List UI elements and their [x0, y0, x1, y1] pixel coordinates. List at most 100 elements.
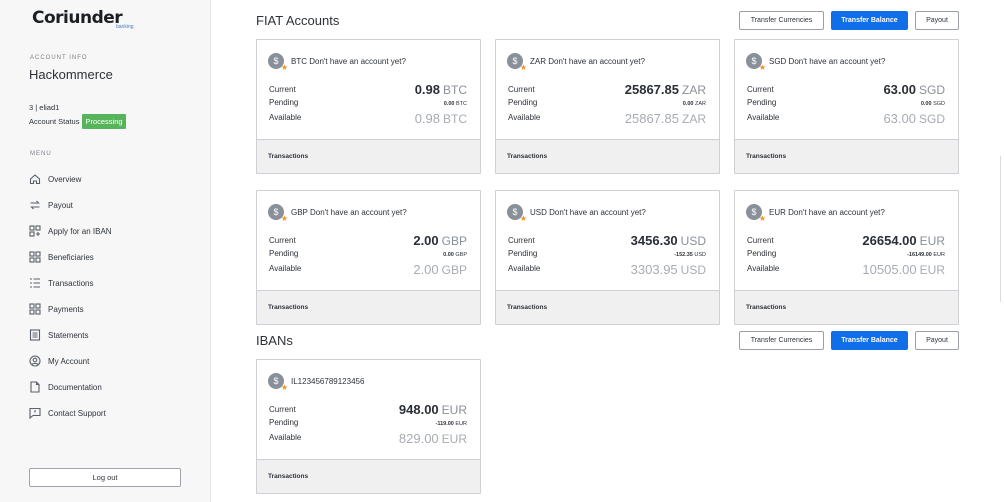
pending-currency: USD [694, 252, 706, 258]
available-label: Available [508, 264, 541, 273]
sidebar-item-label: Apply for an IBAN [48, 226, 112, 236]
available-label: Available [508, 113, 541, 122]
pending-label: Pending [508, 98, 538, 107]
card-header: $ ★ USD Don't have an account yet? [507, 204, 646, 223]
card-title: BTC Don't have an account yet? [291, 56, 406, 66]
available-balance: 3303.95 USD [631, 261, 706, 279]
available-currency: SGD [918, 112, 945, 126]
available-amount: 25867.85 [624, 111, 679, 126]
sidebar-item-contact-support[interactable]: Contact Support [29, 400, 112, 426]
account-status: Account Status Processing [29, 114, 126, 129]
sidebar-item-beneficiaries[interactable]: Beneficiaries [29, 244, 112, 270]
transactions-link[interactable]: Transactions [496, 139, 719, 173]
current-amount: 2.00 [413, 233, 439, 248]
current-label: Current [747, 85, 774, 94]
sidebar-item-transactions[interactable]: Transactions [29, 270, 112, 296]
sidebar-item-documentation[interactable]: Documentation [29, 374, 112, 400]
card-header: $ ★ BTC Don't have an account yet? [268, 53, 406, 72]
sidebar-item-label: Payout [48, 200, 73, 210]
brand-logo[interactable]: Coriunder banking [32, 8, 134, 30]
account-card: $ ★ USD Don't have an account yet? Curren… [495, 190, 720, 325]
pending-balance: 0.00 GBP [443, 252, 467, 258]
transfer-balance-button[interactable]: Transfer Balance [831, 11, 908, 30]
transactions-link[interactable]: Transactions [257, 290, 480, 324]
current-currency: SGD [918, 83, 945, 97]
fiat-accounts-title: FIAT Accounts [256, 13, 340, 28]
sidebar-item-label: Beneficiaries [48, 252, 94, 262]
star-icon: ★ [280, 383, 288, 392]
star-icon: ★ [519, 63, 527, 72]
sidebar-item-label: My Account [48, 356, 90, 366]
current-currency: ZAR [682, 83, 706, 97]
available-balance: 25867.85 ZAR [625, 110, 706, 128]
current-currency: BTC [443, 83, 467, 97]
chat-icon [29, 407, 41, 419]
available-currency: EUR [919, 263, 945, 277]
pending-label: Pending [269, 418, 299, 427]
available-balance: 2.00 GBP [413, 261, 467, 279]
transactions-link[interactable]: Transactions [257, 139, 480, 173]
sidebar-item-statements[interactable]: Statements [29, 322, 112, 348]
sidebar-item-apply-iban[interactable]: Apply for an IBAN [29, 218, 112, 244]
star-icon: ★ [758, 214, 766, 223]
pending-label: Pending [747, 98, 777, 107]
transactions-link[interactable]: Transactions [257, 459, 480, 493]
current-label: Current [508, 85, 535, 94]
transactions-label: Transactions [268, 304, 309, 311]
current-label: Current [269, 236, 296, 245]
card-header: $ ★ SGD Don't have an account yet? [746, 53, 885, 72]
pending-amount: -16149.00 [907, 252, 932, 258]
current-balance: 0.98 BTC [415, 81, 467, 99]
transactions-label: Transactions [746, 153, 787, 160]
current-currency: USD [680, 234, 706, 248]
dollar-coin-icon: $ ★ [746, 53, 766, 72]
logo-subtext: banking [116, 24, 134, 30]
payout-button[interactable]: Payout [915, 11, 959, 30]
document-list-icon [29, 329, 41, 341]
sidebar-item-payout[interactable]: Payout [29, 192, 112, 218]
available-currency: USD [680, 263, 706, 277]
logout-button[interactable]: Log out [29, 468, 181, 487]
dollar-coin-icon: $ ★ [746, 204, 766, 223]
card-title: IL123456789123456 [291, 376, 365, 386]
transactions-link[interactable]: Transactions [735, 290, 958, 324]
iban-transfer-currencies-button[interactable]: Transfer Currencies [739, 331, 824, 350]
pending-balance: -152.35 USD [674, 252, 706, 258]
available-amount: 10505.00 [862, 262, 917, 277]
pending-amount: -152.35 [674, 252, 693, 258]
scrollbar[interactable] [1000, 156, 1004, 302]
pending-label: Pending [508, 249, 538, 258]
current-balance: 63.00 SGD [883, 81, 945, 99]
current-amount: 25867.85 [624, 82, 679, 97]
card-header: $ ★ GBP Don't have an account yet? [268, 204, 407, 223]
transactions-link[interactable]: Transactions [496, 290, 719, 324]
current-balance: 948.00 EUR [399, 401, 467, 419]
home-icon [29, 173, 41, 185]
sidebar-menu: Overview Payout Apply for an IBAN Benefi… [29, 166, 112, 426]
account-card: $ ★ IL123456789123456 Current Pending Ava… [256, 359, 481, 494]
iban-payout-button[interactable]: Payout [915, 331, 959, 350]
sidebar-item-overview[interactable]: Overview [29, 166, 112, 192]
pending-currency: GBP [455, 252, 467, 258]
current-currency: EUR [441, 403, 467, 417]
list-icon [29, 277, 41, 289]
available-balance: 63.00 SGD [883, 110, 945, 128]
pending-balance: -119.00 EUR [435, 421, 467, 427]
pending-balance: 0.00 ZAR [683, 101, 706, 107]
available-label: Available [269, 113, 302, 122]
card-header: $ ★ ZAR Don't have an account yet? [507, 53, 645, 72]
sidebar-item-label: Documentation [48, 382, 102, 392]
sidebar-item-my-account[interactable]: My Account [29, 348, 112, 374]
transfer-currencies-button[interactable]: Transfer Currencies [739, 11, 824, 30]
status-badge: Processing [82, 114, 126, 129]
iban-transfer-balance-button[interactable]: Transfer Balance [831, 331, 908, 350]
card-title: EUR Don't have an account yet? [769, 207, 885, 217]
sidebar-item-payments[interactable]: Payments [29, 296, 112, 322]
current-currency: EUR [919, 234, 945, 248]
current-balance: 3456.30 USD [631, 232, 706, 250]
available-balance: 829.00 EUR [399, 430, 467, 448]
current-balance: 2.00 GBP [413, 232, 467, 250]
transactions-link[interactable]: Transactions [735, 139, 958, 173]
account-id: 3 | eliad1 [29, 103, 60, 112]
sidebar-item-label: Statements [48, 330, 89, 340]
